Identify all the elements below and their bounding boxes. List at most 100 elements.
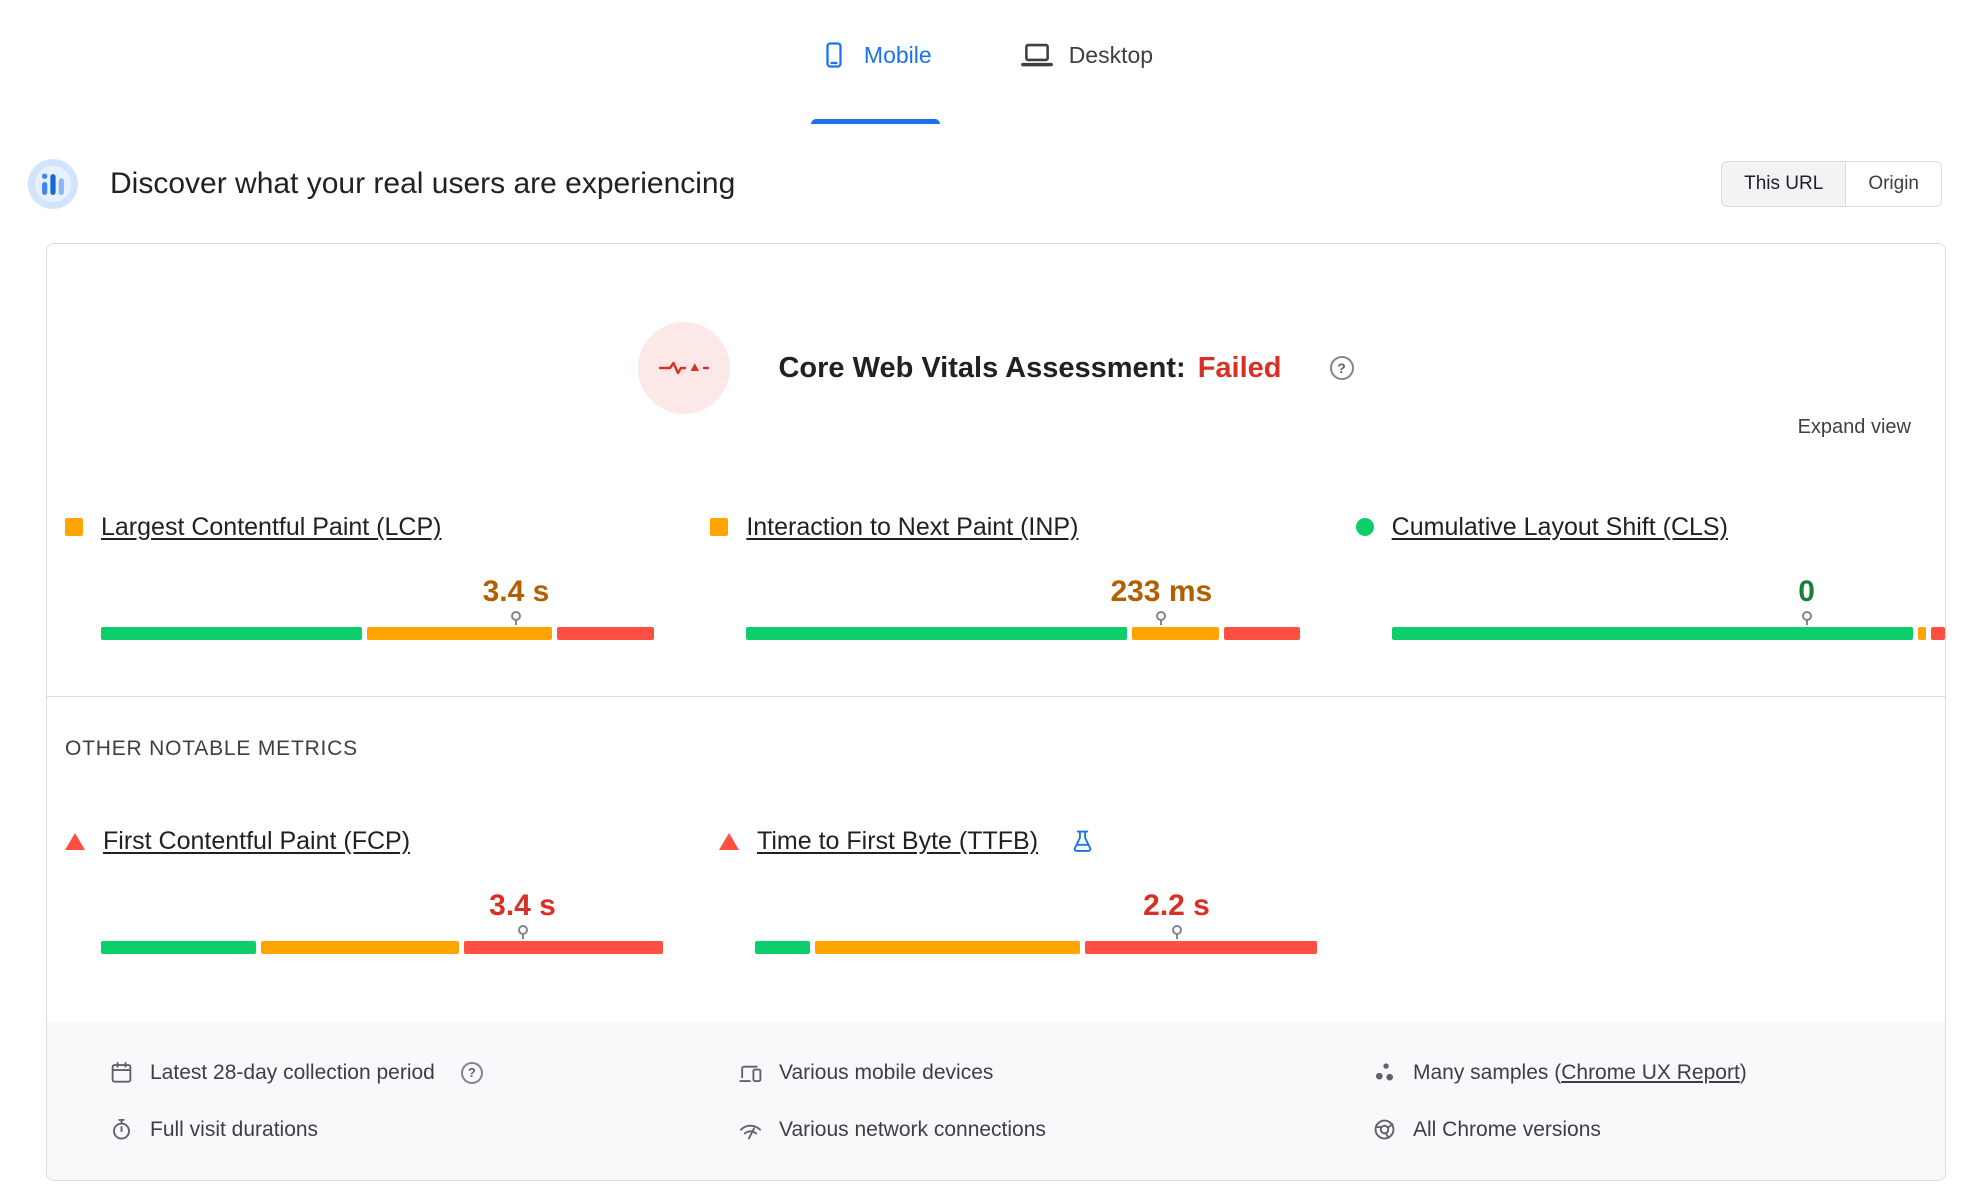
tab-mobile[interactable]: Mobile xyxy=(810,24,940,124)
metric-title-row: Interaction to Next Paint (INP) xyxy=(710,509,1299,545)
other-metrics-heading: OTHER NOTABLE METRICS xyxy=(65,737,358,760)
metric-ttfb: Time to First Byte (TTFB) 2.2 s xyxy=(719,823,1317,954)
p75-marker xyxy=(510,611,521,621)
fcp-distribution: 3.4 s xyxy=(101,879,663,954)
assessment-title: Core Web Vitals Assessment: Failed xyxy=(778,352,1281,385)
status-triangle-icon xyxy=(65,832,85,850)
this-url-button[interactable]: This URL xyxy=(1721,161,1846,207)
ttfb-value: 2.2 s xyxy=(1143,889,1210,922)
tab-desktop[interactable]: Desktop xyxy=(1012,24,1161,124)
core-web-vitals-card: Core Web Vitals Assessment: Failed Expan… xyxy=(46,243,1946,1181)
metric-link-cls[interactable]: Cumulative Layout Shift (CLS) xyxy=(1391,512,1728,541)
bar-segment-poor xyxy=(1223,627,1300,640)
inp-value: 233 ms xyxy=(1110,575,1213,608)
bar-segment-poor xyxy=(464,941,663,954)
laptop-icon xyxy=(1020,38,1054,72)
note-text: Latest 28-day collection period xyxy=(150,1060,435,1084)
metric-cls: Cumulative Layout Shift (CLS) 0 xyxy=(1355,509,1945,640)
bar-segment-needs-improvement xyxy=(815,941,1081,954)
scope-toggle: This URL Origin xyxy=(1721,161,1942,207)
bar-segment-good xyxy=(746,627,1127,640)
bar-segment-poor xyxy=(556,627,655,640)
p75-marker xyxy=(1801,611,1812,621)
tab-desktop-label: Desktop xyxy=(1068,41,1154,68)
note-collection-period: Latest 28-day collection period xyxy=(109,1060,738,1085)
calendar-icon xyxy=(111,1061,132,1083)
fcp-value: 3.4 s xyxy=(489,889,556,922)
crux-logo-icon xyxy=(28,159,78,209)
bar-segment-needs-improvement xyxy=(1131,627,1219,640)
data-collection-notes: Latest 28-day collection period Various … xyxy=(47,1022,1945,1180)
bar-segment-good xyxy=(101,627,362,640)
divider xyxy=(47,696,1945,697)
note-text: Various mobile devices xyxy=(779,1060,994,1084)
lcp-distribution: 3.4 s xyxy=(101,565,655,640)
field-data-header: Discover what your real users are experi… xyxy=(28,154,1942,214)
bar-segment-good xyxy=(1391,627,1914,640)
assessment-label: Core Web Vitals Assessment: xyxy=(778,351,1186,384)
samples-suffix: ) xyxy=(1739,1060,1747,1084)
chrome-icon xyxy=(1374,1119,1395,1140)
samples-prefix: Many samples ( xyxy=(1413,1060,1562,1084)
p75-marker xyxy=(517,925,528,935)
bar-segment-needs-improvement xyxy=(260,941,460,954)
bar-segment-good xyxy=(101,941,256,954)
other-metrics-row: First Contentful Paint (FCP) 3.4 s Time … xyxy=(47,823,1945,954)
note-chrome-versions: All Chrome versions xyxy=(1372,1117,1925,1142)
status-triangle-icon xyxy=(719,832,739,850)
metric-title-row: Largest Contentful Paint (LCP) xyxy=(65,509,654,545)
metric-link-ttfb[interactable]: Time to First Byte (TTFB) xyxy=(757,826,1039,855)
help-icon[interactable] xyxy=(1329,356,1354,380)
expand-view-link[interactable]: Expand view xyxy=(1797,416,1911,438)
note-visit-durations: Full visit durations xyxy=(109,1117,738,1142)
metric-lcp: Largest Contentful Paint (LCP) 3.4 s xyxy=(65,509,655,640)
bar-segment-poor xyxy=(1931,627,1945,640)
note-text: Many samples (Chrome UX Report) xyxy=(1413,1061,1747,1085)
tab-mobile-label: Mobile xyxy=(863,41,932,68)
page-title: Discover what your real users are experi… xyxy=(110,167,736,200)
assessment-status: Failed xyxy=(1197,351,1282,384)
metric-title-row: Time to First Byte (TTFB) xyxy=(719,823,1317,859)
status-square-icon xyxy=(710,518,729,536)
note-connections: Various network connections xyxy=(738,1117,1372,1142)
p75-marker xyxy=(1156,611,1167,621)
distribution-bar xyxy=(755,941,1317,954)
cls-distribution: 0 xyxy=(1391,565,1945,640)
metric-title-row: First Contentful Paint (FCP) xyxy=(65,823,663,859)
ttfb-distribution: 2.2 s xyxy=(755,879,1317,954)
distribution-bar xyxy=(101,627,655,640)
distribution-bar xyxy=(101,941,663,954)
note-text: Full visit durations xyxy=(150,1117,319,1141)
core-metrics-row: Largest Contentful Paint (LCP) 3.4 s Int… xyxy=(47,509,1945,640)
status-circle-icon xyxy=(1355,518,1374,536)
heartbeat-icon xyxy=(638,322,731,414)
origin-button[interactable]: Origin xyxy=(1845,161,1942,207)
lcp-value: 3.4 s xyxy=(482,575,550,608)
help-icon[interactable] xyxy=(460,1061,483,1084)
device-tabs: Mobile Desktop xyxy=(0,24,1972,124)
metric-link-fcp[interactable]: First Contentful Paint (FCP) xyxy=(103,826,411,855)
status-square-icon xyxy=(65,518,83,536)
distribution-bar xyxy=(746,627,1300,640)
metric-fcp: First Contentful Paint (FCP) 3.4 s xyxy=(65,823,663,954)
note-text: Various network connections xyxy=(779,1117,1046,1141)
experimental-flask-icon[interactable] xyxy=(1070,829,1095,854)
note-devices: Various mobile devices xyxy=(738,1060,1372,1085)
samples-icon xyxy=(1375,1063,1394,1081)
metric-link-lcp[interactable]: Largest Contentful Paint (LCP) xyxy=(101,512,442,541)
note-text: All Chrome versions xyxy=(1413,1117,1601,1141)
inp-distribution: 233 ms xyxy=(746,565,1300,640)
devices-icon xyxy=(739,1065,762,1082)
bar-segment-needs-improvement xyxy=(366,627,552,640)
cls-value: 0 xyxy=(1798,575,1815,608)
bar-segment-poor xyxy=(1085,941,1317,954)
metric-title-row: Cumulative Layout Shift (CLS) xyxy=(1355,509,1945,545)
bar-segment-needs-improvement xyxy=(1918,627,1927,640)
smartphone-icon xyxy=(819,40,849,70)
distribution-bar xyxy=(1391,627,1945,640)
metric-link-inp[interactable]: Interaction to Next Paint (INP) xyxy=(746,512,1079,541)
chrome-ux-report-link[interactable]: Chrome UX Report xyxy=(1561,1060,1740,1084)
note-samples: Many samples (Chrome UX Report) xyxy=(1372,1060,1925,1085)
assessment-header: Core Web Vitals Assessment: Failed xyxy=(47,244,1945,414)
metric-inp: Interaction to Next Paint (INP) 233 ms xyxy=(710,509,1300,640)
